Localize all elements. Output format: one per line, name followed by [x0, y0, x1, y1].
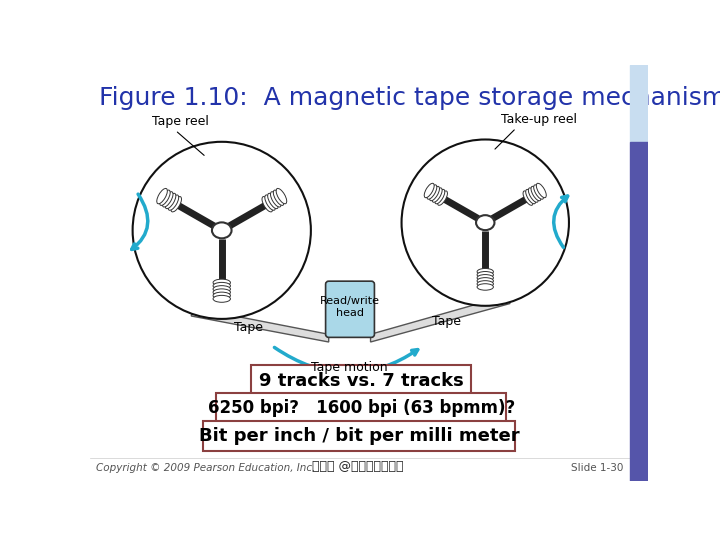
Text: Tape reel: Tape reel	[152, 115, 209, 128]
Text: Take-up reel: Take-up reel	[500, 113, 577, 126]
Ellipse shape	[213, 295, 230, 302]
Ellipse shape	[213, 282, 230, 289]
Text: 6250 bpi?   1600 bpi (63 bpmm)?: 6250 bpi? 1600 bpi (63 bpmm)?	[207, 399, 515, 417]
FancyBboxPatch shape	[251, 365, 472, 396]
Ellipse shape	[526, 190, 536, 204]
Ellipse shape	[213, 289, 230, 296]
Polygon shape	[371, 296, 510, 342]
Text: Read/write
head: Read/write head	[320, 296, 379, 318]
Ellipse shape	[274, 190, 284, 205]
Ellipse shape	[477, 284, 493, 290]
Ellipse shape	[536, 183, 546, 198]
Circle shape	[402, 139, 569, 306]
Text: Slide 1-30: Slide 1-30	[571, 463, 624, 473]
Ellipse shape	[268, 193, 278, 208]
Ellipse shape	[528, 188, 539, 202]
Ellipse shape	[424, 183, 434, 198]
Ellipse shape	[523, 191, 533, 205]
Text: Copyright © 2009 Pearson Education, Inc.: Copyright © 2009 Pearson Education, Inc.	[96, 463, 315, 473]
Ellipse shape	[160, 190, 170, 205]
Text: Bit per inch / bit per milli meter: Bit per inch / bit per milli meter	[199, 427, 519, 445]
Ellipse shape	[168, 195, 179, 210]
Ellipse shape	[213, 286, 230, 293]
Ellipse shape	[262, 197, 273, 212]
Ellipse shape	[477, 268, 493, 275]
Ellipse shape	[432, 188, 442, 202]
Ellipse shape	[276, 188, 287, 204]
Ellipse shape	[166, 193, 176, 208]
FancyBboxPatch shape	[216, 393, 506, 423]
FancyBboxPatch shape	[203, 421, 515, 451]
Ellipse shape	[477, 274, 493, 281]
Text: Tape: Tape	[235, 321, 264, 334]
Ellipse shape	[212, 222, 232, 238]
Ellipse shape	[430, 186, 439, 201]
Ellipse shape	[477, 281, 493, 287]
Text: Figure 1.10:  A magnetic tape storage mechanism: Figure 1.10: A magnetic tape storage mec…	[99, 86, 720, 110]
Ellipse shape	[476, 215, 495, 230]
Ellipse shape	[427, 185, 437, 199]
Ellipse shape	[271, 192, 281, 207]
Circle shape	[132, 142, 311, 319]
Polygon shape	[191, 308, 329, 342]
Ellipse shape	[265, 195, 276, 210]
Ellipse shape	[534, 185, 544, 199]
Ellipse shape	[477, 278, 493, 284]
Bar	[630, 142, 648, 481]
Ellipse shape	[171, 197, 181, 212]
Text: Tape motion: Tape motion	[311, 361, 388, 374]
Text: 蔡文能 @交通大學資工系: 蔡文能 @交通大學資工系	[312, 460, 403, 473]
FancyBboxPatch shape	[325, 281, 374, 338]
Ellipse shape	[163, 192, 173, 207]
Bar	[630, 65, 648, 142]
Ellipse shape	[477, 272, 493, 278]
Ellipse shape	[157, 188, 167, 204]
Ellipse shape	[213, 279, 230, 286]
Ellipse shape	[435, 190, 445, 204]
Ellipse shape	[438, 191, 447, 205]
Ellipse shape	[213, 292, 230, 299]
Text: 9 tracks vs. 7 tracks: 9 tracks vs. 7 tracks	[259, 372, 464, 389]
Ellipse shape	[531, 186, 541, 201]
Text: Tape: Tape	[432, 315, 461, 328]
